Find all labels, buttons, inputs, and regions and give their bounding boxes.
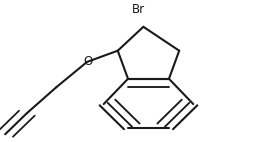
Text: O: O xyxy=(84,55,93,68)
Text: Br: Br xyxy=(132,3,145,16)
